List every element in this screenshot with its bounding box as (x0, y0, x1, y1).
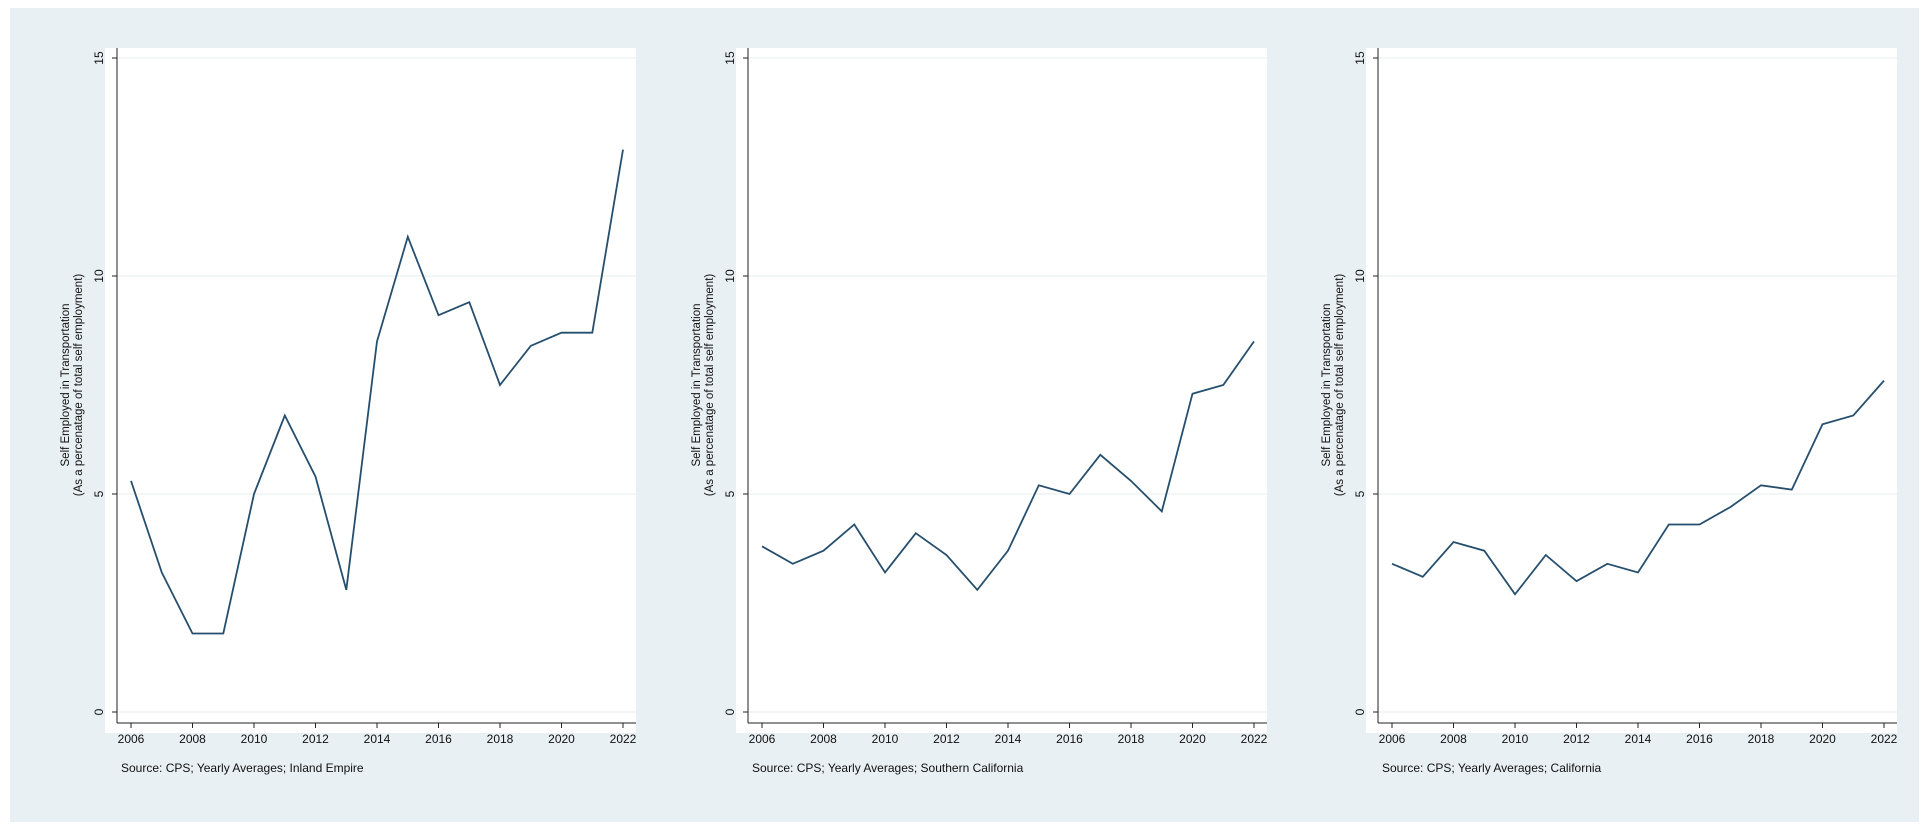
x-tick-label: 2006 (749, 732, 776, 746)
y-tick-label: 5 (723, 490, 737, 497)
x-tick-label: 2020 (1179, 732, 1206, 746)
x-tick-label: 2022 (1241, 732, 1268, 746)
x-tick-label: 2014 (1625, 732, 1652, 746)
y-axis-title: Self Employed in Transportation (691, 303, 703, 466)
y-axis-title: Self Employed in Transportation (60, 303, 72, 466)
y-tick-label: 10 (92, 269, 106, 283)
x-tick-label: 2008 (179, 732, 206, 746)
source-note: Source: CPS; Yearly Averages; California (1382, 761, 1602, 775)
x-tick-label: 2010 (241, 732, 268, 746)
plot-area (736, 48, 1267, 733)
y-axis-subtitle: (As a percenatage of total self employme… (73, 274, 85, 497)
x-tick-label: 2006 (1379, 732, 1406, 746)
x-tick-label: 2020 (1809, 732, 1836, 746)
y-tick-label: 5 (92, 490, 106, 497)
y-tick-label: 15 (723, 51, 737, 65)
x-tick-label: 2022 (1871, 732, 1898, 746)
y-tick-label: 10 (723, 269, 737, 283)
plot-area (1366, 48, 1897, 733)
y-tick-label: 15 (92, 51, 106, 65)
x-tick-label: 2016 (1056, 732, 1083, 746)
series-line (1391, 380, 1885, 596)
x-tick-label: 2018 (1118, 732, 1145, 746)
x-tick-label: 2020 (548, 732, 575, 746)
y-axis-subtitle: (As a percenatage of total self employme… (704, 274, 716, 497)
source-note: Source: CPS; Yearly Averages; Inland Emp… (121, 761, 364, 775)
x-tick-label: 2014 (364, 732, 391, 746)
x-tick-label: 2016 (1686, 732, 1713, 746)
series-line (761, 340, 1255, 592)
chart-figure: 0 5 10 15 2006 2008 2010 2012 2014 2016 2018 2020 20… (10, 8, 1919, 822)
x-tick-label: 2010 (872, 732, 899, 746)
x-tick-label: 2006 (118, 732, 145, 746)
chart-svg: 0 5 10 15 2006 2008 2010 2012 2014 2016 2018 2020 20… (60, 48, 1898, 775)
source-note: Source: CPS; Yearly Averages; Southern C… (752, 761, 1024, 775)
y-tick-label: 15 (1353, 51, 1367, 65)
y-tick-label: 5 (1353, 490, 1367, 497)
y-tick-label: 0 (1353, 708, 1367, 715)
x-tick-label: 2014 (995, 732, 1022, 746)
chart-panel-2: 0 5 10 15 2006 2008 2010 2012 2014 2016 2018 2020 20… (691, 48, 1268, 775)
x-tick-label: 2012 (302, 732, 329, 746)
series-line (130, 149, 624, 635)
y-tick-label: 0 (92, 708, 106, 715)
chart-panel-1: 0 5 10 15 2006 2008 2010 2012 2014 2016 2018 2020 20… (60, 48, 637, 775)
x-tick-label: 2022 (610, 732, 637, 746)
x-tick-label: 2012 (1563, 732, 1590, 746)
x-tick-label: 2008 (810, 732, 837, 746)
x-tick-label: 2018 (487, 732, 514, 746)
x-tick-label: 2010 (1502, 732, 1529, 746)
x-tick-label: 2008 (1440, 732, 1467, 746)
x-tick-label: 2018 (1748, 732, 1775, 746)
x-tick-label: 2012 (933, 732, 960, 746)
y-axis-subtitle: (As a percenatage of total self employme… (1334, 274, 1346, 497)
chart-panel-3: 0 5 10 15 2006 2008 2010 2012 2014 2016 2018 2020 20… (1321, 48, 1898, 775)
y-tick-label: 0 (723, 708, 737, 715)
y-tick-label: 10 (1353, 269, 1367, 283)
y-axis-title: Self Employed in Transportation (1321, 303, 1333, 466)
x-tick-label: 2016 (425, 732, 452, 746)
